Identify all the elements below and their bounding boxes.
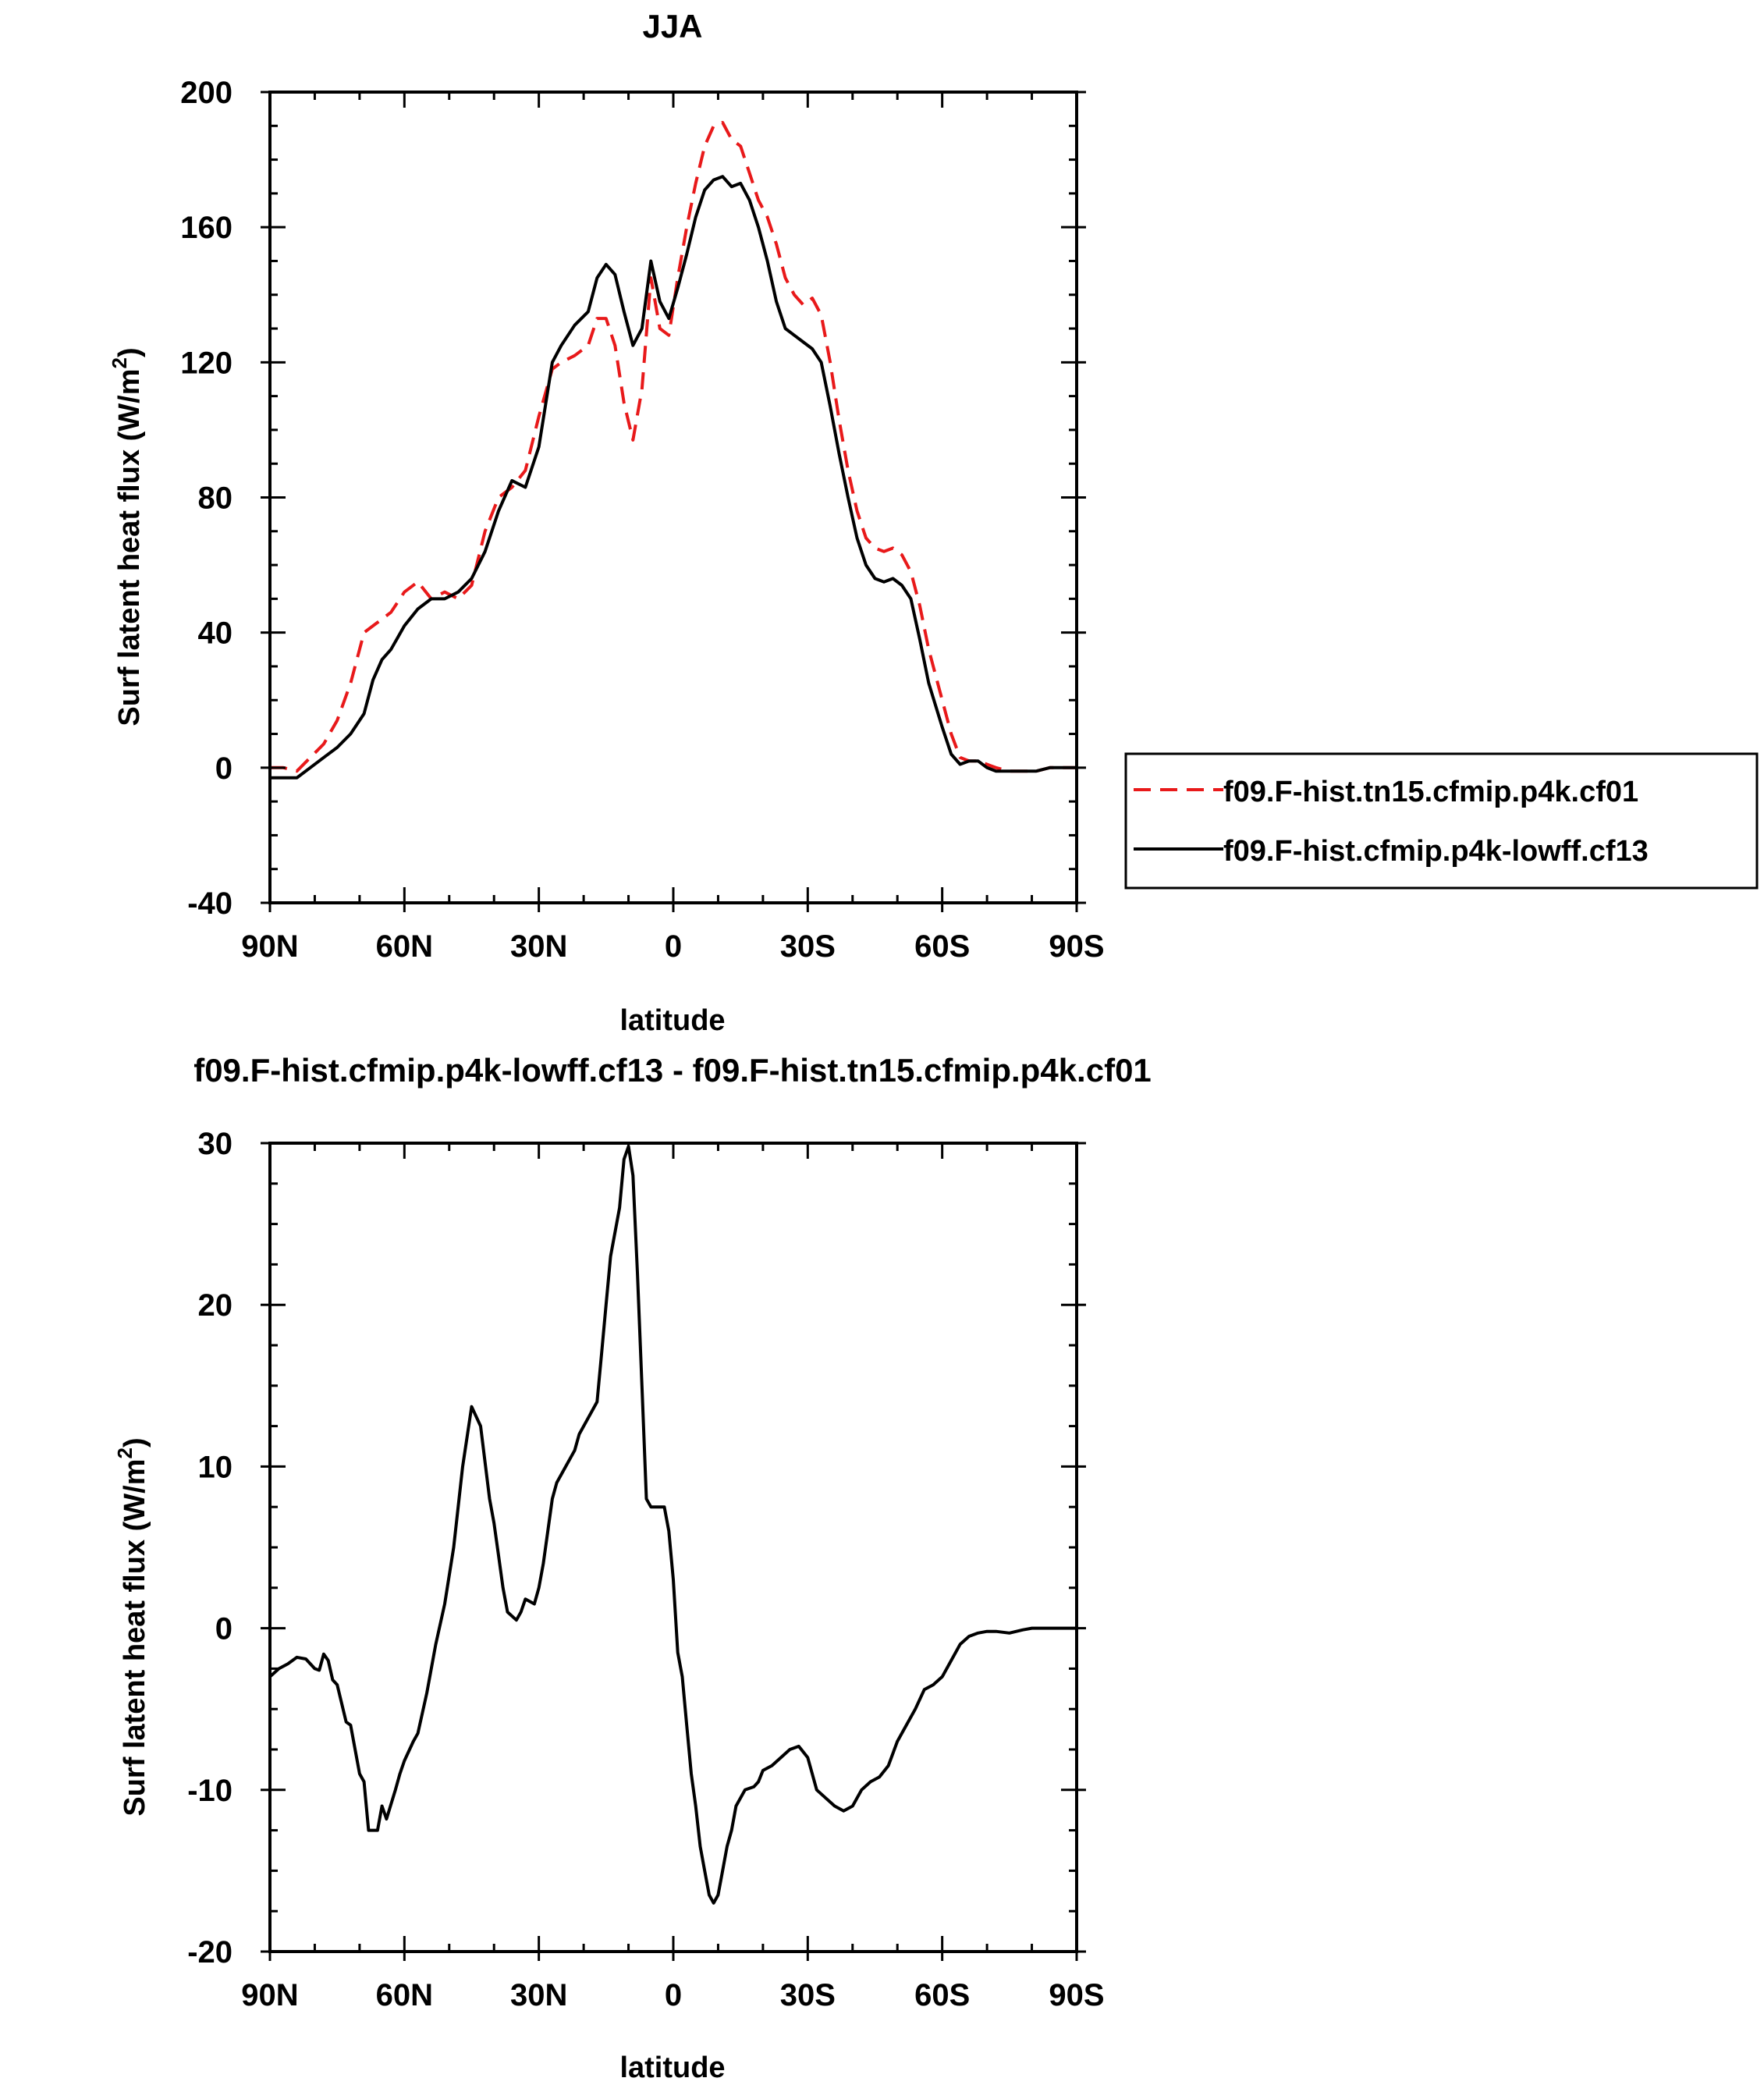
top-y-tick-label: 40 (198, 616, 233, 651)
top-y-axis-label: Surf latent heat flux (W/m2) (108, 347, 146, 726)
top-y-tick-label: 80 (198, 481, 233, 516)
top-series-line-1 (270, 175, 1077, 780)
bottom-y-tick-label: 20 (198, 1288, 233, 1323)
bottom-x-tick-label: 90N (241, 1978, 298, 2012)
legend-label-cf13: f09.F-hist.cfmip.p4k-lowff.cf13 (1223, 835, 1649, 868)
bottom-x-tick-label: 60S (914, 1978, 970, 2012)
legend-label-cf01: f09.F-hist.tn15.cfmip.p4k.cf01 (1223, 776, 1638, 808)
bottom-chart-title: f09.F-hist.cfmip.p4k-lowff.cf13 - f09.F-… (193, 1052, 1152, 1089)
top-y-tick-label: 0 (215, 751, 232, 786)
bottom-x-axis-label: latitude (619, 2051, 725, 2084)
top-plot-frame (268, 91, 1078, 904)
top-y-tick-label: 120 (180, 346, 232, 380)
bottom-y-axis-label: Surf latent heat flux (W/m2) (113, 1437, 151, 1816)
bottom-plot-frame (268, 1142, 1078, 1953)
top-x-tick-label: 90N (241, 929, 298, 964)
top-x-axis-label: latitude (619, 1004, 725, 1037)
bottom-panel: f09.F-hist.cfmip.p4k-lowff.cf13 - f09.F-… (113, 1052, 1152, 2084)
bottom-x-tick-label: 60N (376, 1978, 433, 2012)
top-series-group (270, 121, 1077, 780)
bottom-y-tick-label: 30 (198, 1127, 233, 1161)
top-x-tick-label: 60N (376, 929, 433, 964)
legend: f09.F-hist.tn15.cfmip.p4k.cf01 f09.F-his… (1124, 752, 1759, 890)
bottom-x-tick-label: 30S (780, 1978, 836, 2012)
top-y-tick-label: 160 (180, 211, 232, 245)
bottom-series-line-0 (268, 1145, 1077, 1905)
top-x-tick-label: 90S (1049, 929, 1104, 964)
bottom-y-tick-label: -10 (187, 1774, 232, 1808)
top-series-line-0 (270, 121, 1077, 773)
top-x-tick-label: 0 (665, 929, 682, 964)
top-panel: JJA 90N 60N 30N 0 30S 60S 90S -40 0 40 80 120 160 200… (108, 8, 1759, 1037)
bottom-y-tick-label: -20 (187, 1935, 232, 1970)
top-x-tick-label: 30S (780, 929, 836, 964)
bottom-x-tick-label: 30N (510, 1978, 567, 2012)
bottom-y-tick-label: 0 (215, 1612, 232, 1646)
bottom-x-tick-label: 90S (1049, 1978, 1104, 2012)
bottom-axes-group: 90N 60N 30N 0 30S 60S 90S -20 -10 0 10 20 30 (187, 1127, 1104, 2012)
top-y-tick-label: 200 (180, 76, 232, 110)
bottom-series-group (268, 1145, 1077, 1905)
top-x-tick-label: 60S (914, 929, 970, 964)
top-x-tick-label: 30N (510, 929, 567, 964)
top-y-tick-label: -40 (187, 886, 232, 921)
top-axes-group: 90N 60N 30N 0 30S 60S 90S -40 0 40 80 120 160 200 (180, 76, 1104, 964)
bottom-y-tick-label: 10 (198, 1450, 233, 1484)
legend-box (1124, 752, 1759, 890)
bottom-x-tick-label: 0 (665, 1978, 682, 2012)
top-chart-title: JJA (642, 8, 702, 44)
